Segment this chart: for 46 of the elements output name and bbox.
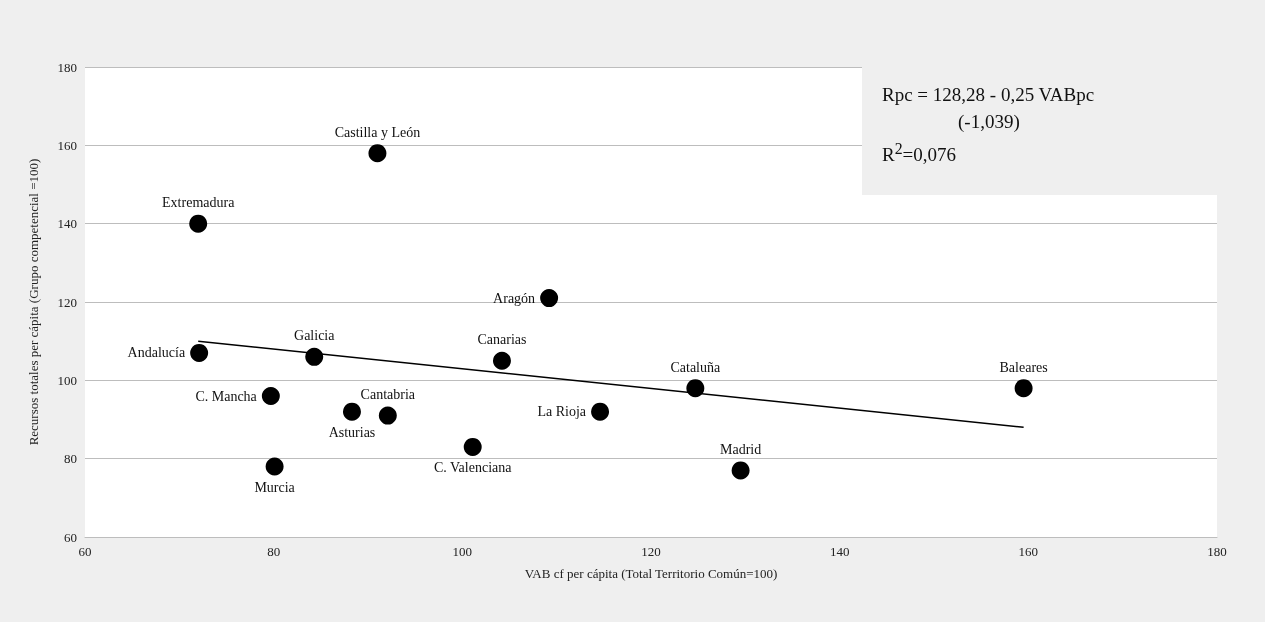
annotation: Madrid <box>720 441 762 457</box>
y-tick-label: 100 <box>57 372 77 388</box>
annotation: Extremadura <box>162 195 236 211</box>
x-tick-label: 80 <box>267 544 281 559</box>
point <box>189 214 208 233</box>
annotation: Cataluña <box>670 359 721 375</box>
point <box>1014 379 1033 398</box>
point <box>731 461 750 480</box>
text-box: Rpc = 128,28 - 0,25 VABpc (-1,039) R$^{2}$=0,076 <box>862 67 1217 195</box>
x-tick-label: 180 <box>1207 544 1227 559</box>
annotation: Baleares <box>999 359 1048 375</box>
annotation: Cantabria <box>360 387 416 403</box>
y-tick-label: 180 <box>57 59 77 75</box>
annotation: Murcia <box>254 480 296 495</box>
x-tick-label: 120 <box>641 544 661 559</box>
point <box>190 343 209 362</box>
y-axis-title: Recursos totales per cápita (Grupo competencial =100) <box>26 158 41 446</box>
annotation: La Rioja <box>537 404 587 420</box>
point <box>265 457 284 476</box>
x-axis-title: VAB cf per cápita (Total Territorio Común=100) <box>524 566 778 581</box>
point <box>342 402 361 421</box>
point <box>463 437 482 456</box>
point <box>591 402 610 421</box>
x-tick-label: 140 <box>829 544 850 559</box>
y-tick-label: 80 <box>64 451 77 467</box>
annotation: Castilla y León <box>334 124 421 140</box>
annotation: C. Mancha <box>195 388 258 404</box>
y-tick-label: 60 <box>64 529 77 545</box>
annotation: Asturias <box>328 425 376 441</box>
annotation: Andalucía <box>127 345 186 361</box>
point <box>492 351 511 370</box>
point <box>378 406 397 425</box>
point <box>540 289 559 308</box>
point <box>368 144 387 163</box>
x-tick-label: 160 <box>1018 544 1039 559</box>
point <box>686 379 705 398</box>
annotation: Canarias <box>477 332 527 348</box>
y-tick-label: 120 <box>57 294 77 310</box>
annotation: Aragón <box>493 290 536 306</box>
point <box>261 387 280 405</box>
y-tick-label: 140 <box>57 216 77 232</box>
annotation: C. Valenciana <box>433 460 513 476</box>
x-tick-label: 100 <box>452 544 473 559</box>
x-tick-label: 60 <box>78 544 92 559</box>
annotation: Galicia <box>294 328 336 344</box>
y-tick-label: 160 <box>57 137 77 153</box>
